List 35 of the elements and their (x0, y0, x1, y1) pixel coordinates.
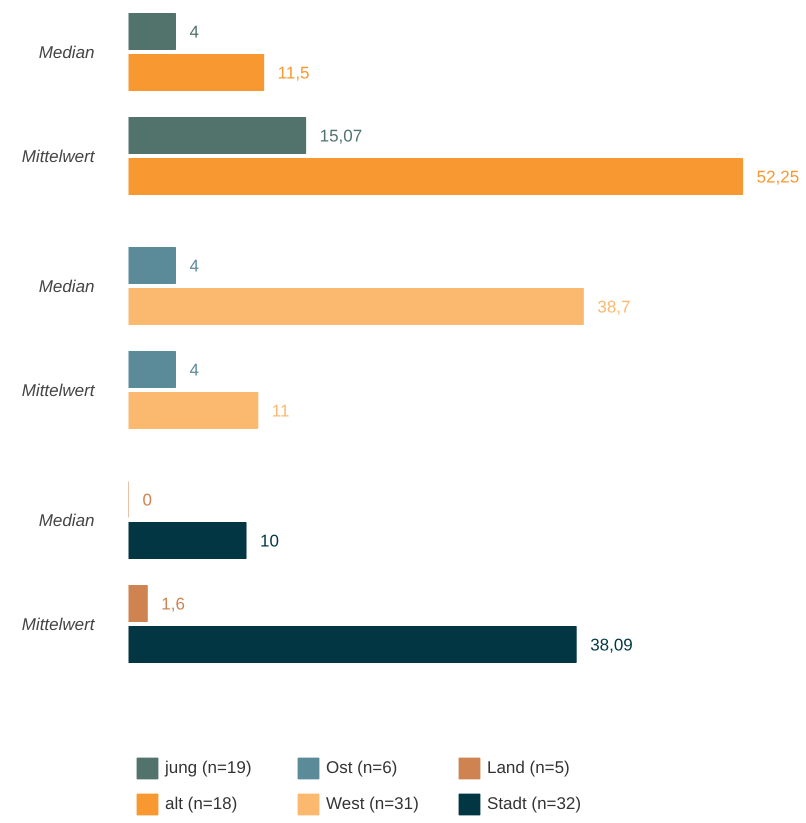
bar (128, 13, 176, 50)
data-label: 1,6 (161, 594, 185, 614)
y-tick-label: Median (38, 277, 95, 296)
data-label: 15,07 (320, 126, 362, 146)
bar (128, 585, 148, 622)
bar (128, 626, 577, 663)
legend-label: alt (n=18) (165, 794, 238, 814)
legend-label: West (n=31) (326, 794, 420, 814)
data-label: 10 (260, 532, 279, 550)
bar (128, 351, 176, 388)
data-label: 0 (142, 490, 152, 510)
legend-label: Land (n=5) (487, 758, 571, 778)
y-tick-label: Mittelwert (22, 615, 96, 634)
data-label: 11 (272, 402, 290, 420)
y-tick-label: Mittelwert (22, 147, 96, 166)
bar (128, 247, 176, 284)
data-label: 38,09 (590, 636, 633, 654)
bar (128, 392, 258, 429)
bar (128, 54, 264, 91)
bar (128, 117, 306, 154)
data-label: 11,5 (278, 64, 310, 82)
bar (128, 522, 247, 559)
data-label: 4 (190, 360, 199, 380)
data-label: 4 (190, 22, 199, 42)
legend-label: Stadt (n=32) (487, 794, 582, 814)
bar (128, 158, 744, 195)
legend-label: jung (n=19) (165, 758, 252, 778)
data-label: 4 (190, 256, 199, 276)
y-tick-label: Median (38, 511, 95, 530)
data-label: 52,25 (756, 168, 800, 186)
y-tick-label: Median (38, 43, 95, 62)
bar (128, 288, 584, 325)
legend-label: Ost (n=6) (326, 758, 398, 778)
y-tick-label: Mittelwert (22, 381, 96, 400)
data-label: 38,7 (597, 298, 630, 316)
